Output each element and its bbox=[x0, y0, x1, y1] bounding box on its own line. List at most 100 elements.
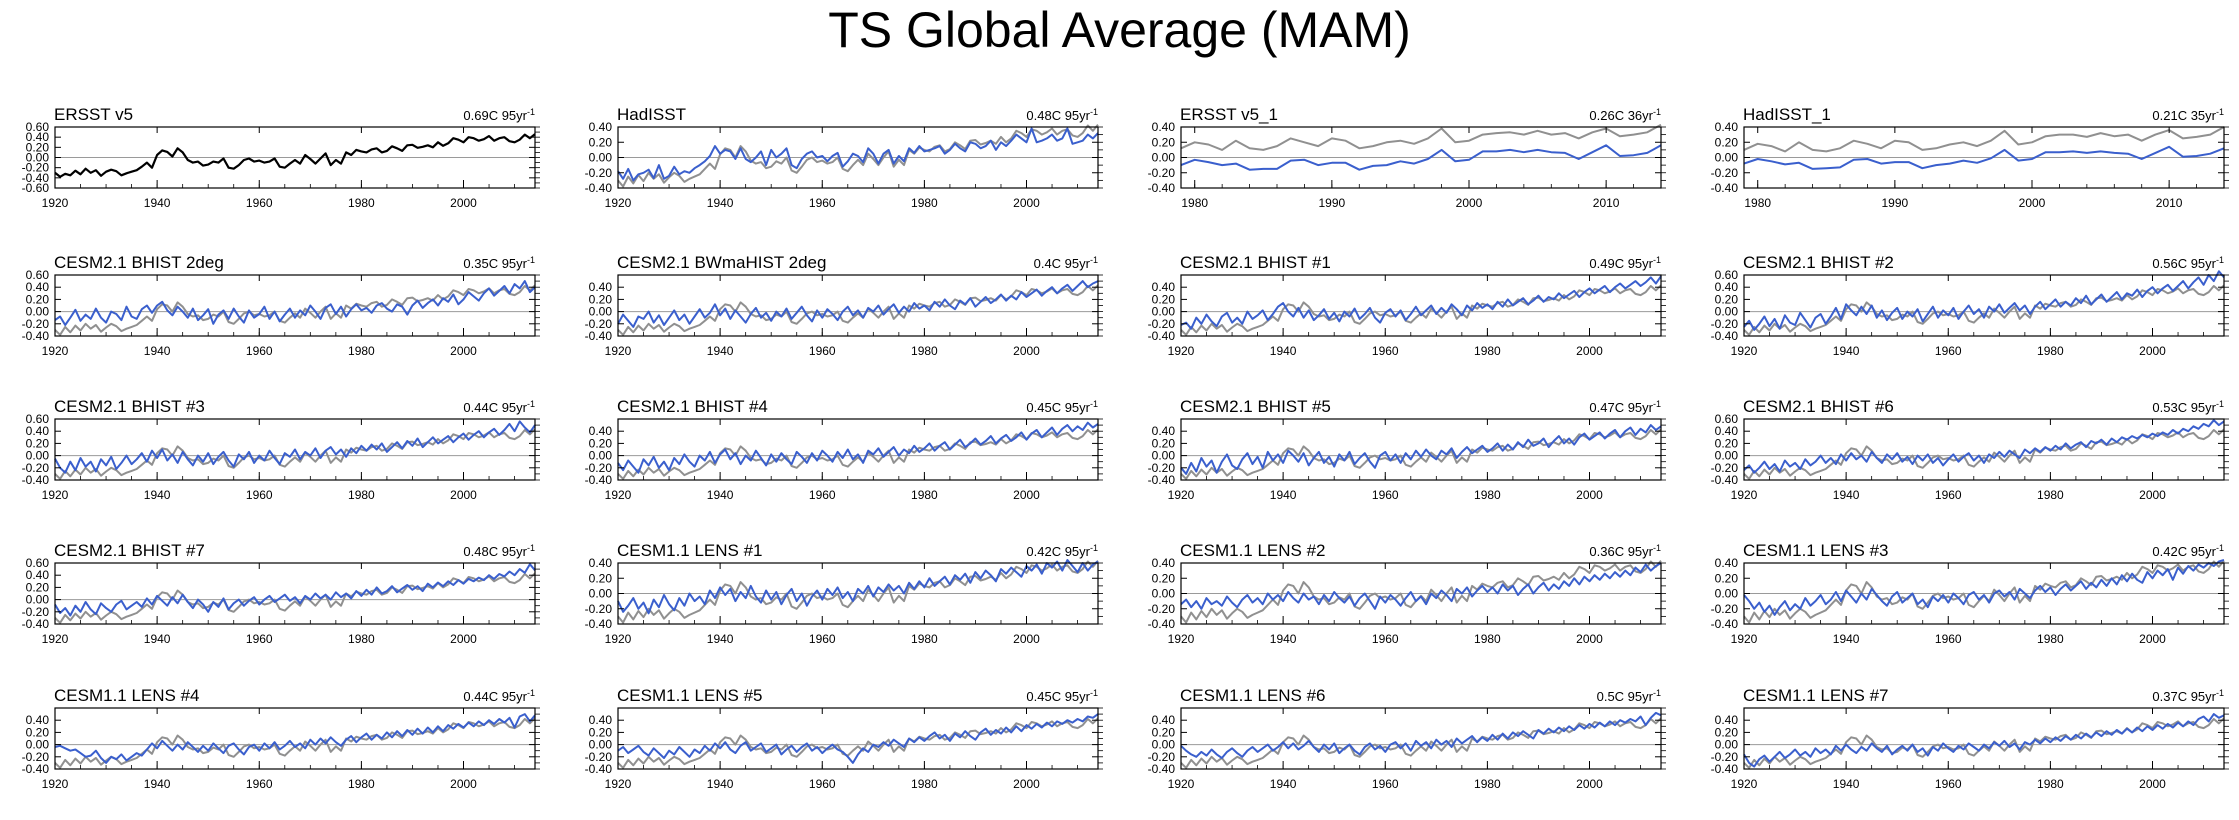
figure-title: TS Global Average (MAM) bbox=[828, 2, 1411, 58]
trend-label: 0.44C 95yr-1 bbox=[463, 688, 535, 704]
y-tick-label: 0.20 bbox=[26, 436, 50, 450]
y-tick-label: -0.20 bbox=[22, 161, 50, 175]
x-tick-label: 1960 bbox=[246, 488, 273, 502]
trend-label: 0.53C 95yr-1 bbox=[2152, 399, 2224, 415]
y-tick-label: 0.00 bbox=[1715, 738, 1739, 752]
y-tick-label: 0.20 bbox=[589, 571, 613, 585]
y-tick-label: 0.00 bbox=[26, 449, 50, 463]
trend-value: 0.26C 36yr bbox=[1589, 108, 1653, 123]
x-tick-label: 1940 bbox=[1833, 488, 1860, 502]
x-tick-label: 1960 bbox=[1935, 488, 1962, 502]
trend-value: 0.49C 95yr bbox=[1589, 256, 1653, 271]
trend-value: 0.44C 95yr bbox=[463, 689, 527, 704]
x-tick-label: 1940 bbox=[1270, 488, 1297, 502]
panel-title: CESM1.1 LENS #1 bbox=[617, 541, 763, 560]
x-tick-label: 1990 bbox=[1319, 196, 1346, 210]
panel-title: CESM1.1 LENS #3 bbox=[1743, 541, 1889, 560]
y-tick-label: 0.20 bbox=[589, 436, 613, 450]
x-tick-label: 1940 bbox=[707, 777, 734, 791]
trend-label: 0.47C 95yr-1 bbox=[1589, 399, 1661, 415]
x-tick-label: 1920 bbox=[42, 777, 69, 791]
y-tick-label: -0.40 bbox=[585, 329, 613, 343]
x-tick-label: 1980 bbox=[2037, 344, 2064, 358]
panel-title: HadISST bbox=[617, 105, 686, 124]
x-tick-label: 1980 bbox=[348, 488, 375, 502]
y-tick-label: 0.00 bbox=[1152, 587, 1176, 601]
y-tick-label: 0.40 bbox=[1152, 424, 1176, 438]
trend-value: 0.56C 95yr bbox=[2152, 256, 2216, 271]
y-tick-label: 0.20 bbox=[1152, 135, 1176, 149]
panel: CESM2.1 BHIST #3 0.44C 95yr-1-0.40-0.200.… bbox=[22, 397, 540, 502]
x-tick-label: 1980 bbox=[348, 196, 375, 210]
y-tick-label: -0.40 bbox=[22, 329, 50, 343]
x-tick-label: 2000 bbox=[1456, 196, 1483, 210]
trend-exponent: -1 bbox=[527, 107, 535, 117]
series-line-reference bbox=[54, 284, 536, 336]
y-tick-label: -0.20 bbox=[1148, 602, 1176, 616]
plot-frame bbox=[1180, 274, 1662, 337]
x-tick-label: 1980 bbox=[1474, 344, 1501, 358]
y-tick-label: 0.40 bbox=[26, 424, 50, 438]
series-line-model bbox=[1180, 424, 1662, 475]
x-tick-label: 2010 bbox=[1593, 196, 1620, 210]
y-tick-label: -0.20 bbox=[22, 605, 50, 619]
y-tick-label: -0.20 bbox=[1711, 166, 1739, 180]
y-tick-label: -0.40 bbox=[1148, 473, 1176, 487]
y-tick-label: 0.00 bbox=[1152, 738, 1176, 752]
x-tick-label: 1980 bbox=[1474, 488, 1501, 502]
y-tick-label: -0.40 bbox=[22, 171, 50, 185]
y-tick-label: 0.40 bbox=[1715, 556, 1739, 570]
series-line-model bbox=[617, 280, 1099, 328]
x-tick-label: 1980 bbox=[1474, 632, 1501, 646]
panel: CESM2.1 BHIST 2deg 0.35C 95yr-1 -0.40-0.20… bbox=[22, 253, 540, 358]
panel: HadISST_1 0.21C 35yr-1-0.40-0.200.000.200… bbox=[1711, 105, 2229, 210]
panel-title: CESM2.1 BWmaHIST 2deg bbox=[617, 253, 826, 272]
series-line-reference bbox=[1180, 560, 1662, 624]
panel: CESM1.1 LENS #2 0.36C 95yr-1 -0.40-0.200.0… bbox=[1148, 541, 1666, 646]
y-tick-label: 0.20 bbox=[1715, 571, 1739, 585]
plot-frame bbox=[1180, 418, 1662, 481]
panel: ERSST v5 0.69C 95yr-1-0.60-0.40-0.200.000… bbox=[22, 105, 540, 210]
x-tick-label: 1920 bbox=[1168, 632, 1195, 646]
trend-label: 0.48C 95yr-1 bbox=[1026, 107, 1098, 123]
panel-title: CESM1.1 LENS #7 bbox=[1743, 686, 1889, 705]
x-tick-label: 1980 bbox=[911, 488, 938, 502]
plot-frame bbox=[617, 274, 1099, 337]
series-line-reference bbox=[1180, 428, 1662, 480]
series-line-model bbox=[617, 127, 1099, 182]
trend-label: 0.37C 95yr-1 bbox=[2152, 688, 2224, 704]
trend-label: 0.42C 95yr-1 bbox=[1026, 543, 1098, 559]
panel: CESM2.1 BHIST #7 0.48C 95yr-1-0.40-0.200.… bbox=[22, 541, 540, 646]
trend-exponent: -1 bbox=[1090, 399, 1098, 409]
x-tick-label: 1980 bbox=[911, 777, 938, 791]
trend-value: 0.45C 95yr bbox=[1026, 689, 1090, 704]
panel: CESM1.1 LENS #6 0.5C 95yr-1 -0.40-0.200.00… bbox=[1148, 686, 1666, 791]
y-tick-label: 0.40 bbox=[1152, 556, 1176, 570]
y-tick-label: -0.20 bbox=[585, 317, 613, 331]
trend-label: 0.21C 35yr-1 bbox=[2152, 107, 2224, 123]
y-tick-label: 0.40 bbox=[26, 130, 50, 144]
panel: CESM2.1 BWmaHIST 2deg 0.4C 95yr-1 -0.40-0.… bbox=[585, 253, 1103, 358]
x-tick-label: 1920 bbox=[605, 488, 632, 502]
series-line-model bbox=[1743, 270, 2225, 331]
series-line-reference bbox=[617, 124, 1099, 188]
x-tick-label: 2000 bbox=[1013, 196, 1040, 210]
x-tick-label: 2000 bbox=[450, 344, 477, 358]
y-tick-label: -0.20 bbox=[22, 461, 50, 475]
plot-frame bbox=[617, 707, 1099, 770]
x-tick-label: 1920 bbox=[42, 632, 69, 646]
x-tick-label: 1940 bbox=[707, 488, 734, 502]
y-tick-label: 0.00 bbox=[589, 151, 613, 165]
y-tick-label: 0.40 bbox=[26, 280, 50, 294]
x-tick-label: 1940 bbox=[1833, 344, 1860, 358]
series-line-reference bbox=[617, 717, 1099, 769]
y-tick-label: 0.40 bbox=[589, 424, 613, 438]
trend-value: 0.69C 95yr bbox=[463, 108, 527, 123]
x-tick-label: 1980 bbox=[1744, 196, 1771, 210]
x-tick-label: 1980 bbox=[911, 632, 938, 646]
x-tick-label: 2000 bbox=[1576, 344, 1603, 358]
x-tick-label: 1940 bbox=[144, 344, 171, 358]
x-tick-label: 2000 bbox=[450, 777, 477, 791]
x-tick-label: 2000 bbox=[2139, 777, 2166, 791]
y-tick-label: 0.40 bbox=[26, 568, 50, 582]
